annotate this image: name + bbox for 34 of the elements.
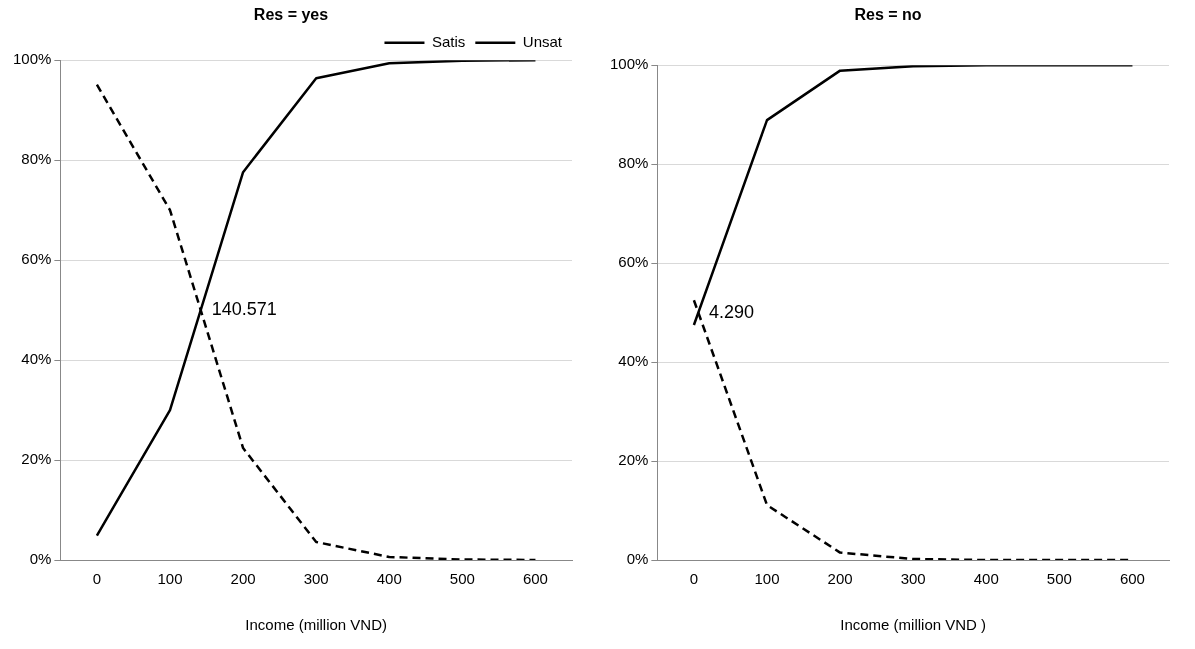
y-tick-label: 80% <box>618 154 649 172</box>
x-tick-label: 0 <box>689 570 699 588</box>
y-tick-label: 40% <box>618 352 649 370</box>
y-tick-label: 60% <box>618 253 649 271</box>
chart-title: Res = no <box>854 6 922 24</box>
y-tick-label: 20% <box>21 450 52 468</box>
x-tick-label: 200 <box>827 570 853 588</box>
y-tick-label: 0% <box>29 550 52 568</box>
y-tick-label: 60% <box>21 250 52 268</box>
x-tick-label: 500 <box>449 570 475 588</box>
y-tick-label: 40% <box>21 350 52 368</box>
y-tick-label: 0% <box>626 550 649 568</box>
annotation: 4.290 <box>709 301 755 322</box>
x-tick-label: 100 <box>157 570 183 588</box>
x-tick-label: 500 <box>1046 570 1072 588</box>
x-tick-label: 300 <box>303 570 329 588</box>
x-tick-label: 400 <box>973 570 999 588</box>
x-tick-label: 100 <box>754 570 780 588</box>
y-tick-label: 80% <box>21 150 52 168</box>
annotation: 140.571 <box>211 299 277 320</box>
y-tick-label: 100% <box>12 50 52 68</box>
x-tick-label: 200 <box>230 570 256 588</box>
y-tick-label: 100% <box>609 55 649 73</box>
y-tick-label: 20% <box>618 451 649 469</box>
x-tick-label: 600 <box>522 570 548 588</box>
x-tick-label: 600 <box>1119 570 1145 588</box>
x-tick-label: 300 <box>900 570 926 588</box>
x-tick-label: 0 <box>92 570 102 588</box>
legend-label: Satis <box>431 32 466 50</box>
chart-title: Res = yes <box>253 6 329 24</box>
x-axis-title: Income (million VND ) <box>840 616 987 634</box>
x-tick-label: 400 <box>376 570 402 588</box>
x-axis-title: Income (million VND) <box>245 616 388 634</box>
legend-label: Unsat <box>522 32 563 50</box>
